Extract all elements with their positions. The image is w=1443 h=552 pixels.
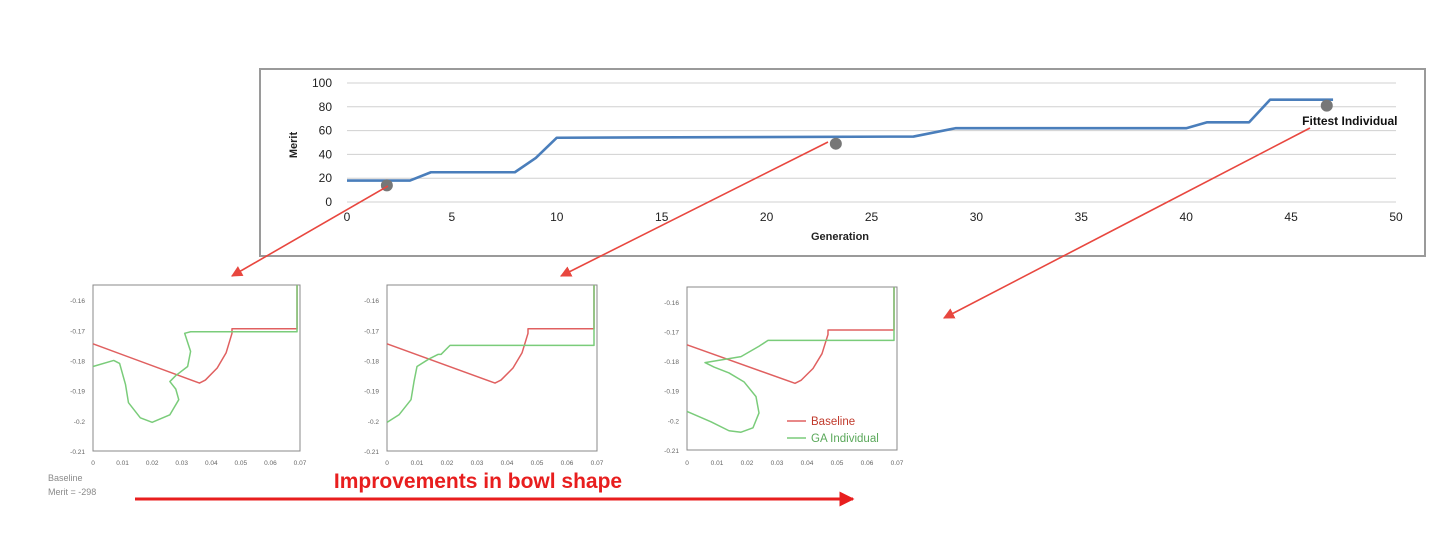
panel-x-tick-label: 0.03 (771, 460, 784, 467)
panel-x-tick-label: 0.07 (891, 460, 904, 467)
baseline-caption-line1: Baseline (48, 473, 83, 483)
fittest-individual-label: Fittest Individual (1302, 114, 1397, 128)
legend-ga-label: GA Individual (811, 433, 879, 445)
merit-x-ticks: 0 5 10 15 20 25 30 35 40 45 50 (344, 210, 1403, 224)
panel-y-tick-label: -0.18 (364, 358, 379, 365)
bowl-panel-3: -0.16 -0.17 -0.18 -0.19 -0.2 -0.21 0 0.01 0.02 0.… (664, 286, 904, 467)
merit-y-tick-label: 40 (319, 147, 333, 161)
panel-y-tick-label: -0.16 (664, 300, 679, 307)
improvements-caption: Improvements in bowl shape (334, 470, 622, 493)
panel-x-tick-label: 0.01 (711, 460, 724, 467)
panel-y-tick-label: -0.21 (70, 449, 85, 456)
arrow-to-panel-2 (559, 141, 829, 277)
panel-frame (386, 284, 598, 452)
panel-y-tick-label: -0.2 (668, 418, 680, 425)
merit-x-tick-label: 45 (1284, 210, 1298, 224)
panel-y-tick-label: -0.21 (664, 448, 679, 455)
ga-individual-curve (386, 285, 595, 423)
generation-marker (1320, 99, 1333, 112)
baseline-curve (386, 285, 595, 384)
merit-x-tick-label: 0 (344, 210, 351, 224)
panel-x-tick-label: 0.07 (294, 460, 307, 467)
panel-x-tick-label: 0.05 (831, 460, 844, 467)
merit-x-tick-label: 25 (865, 210, 879, 224)
panel-x-tick-label: 0 (385, 460, 389, 467)
panel-y-tick-label: -0.16 (364, 298, 379, 305)
panel-y-tick-label: -0.18 (664, 359, 679, 366)
panel-x-tick-label: 0 (685, 460, 689, 467)
legend-baseline-label: Baseline (811, 416, 855, 428)
merit-y-tick-label: 20 (319, 171, 333, 185)
panel-y-tick-label: -0.18 (70, 358, 85, 365)
merit-x-tick-label: 50 (1389, 210, 1403, 224)
merit-y-tick-label: 80 (319, 100, 333, 114)
panel-x-tick-label: 0.06 (861, 460, 874, 467)
panel-x-tick-label: 0.03 (471, 460, 484, 467)
panel-y-tick-label: -0.2 (74, 419, 86, 426)
merit-chart-frame (259, 68, 1426, 257)
merit-x-tick-label: 30 (970, 210, 984, 224)
panel-x-tick-label: 0.06 (264, 460, 277, 467)
panel-x-tick-label: 0.04 (205, 460, 218, 467)
panel-x-tick-label: 0.02 (741, 460, 754, 467)
panel-x-tick-label: 0.01 (411, 460, 424, 467)
panel-y-tick-label: -0.16 (70, 298, 85, 305)
ga-individual-curve (686, 287, 895, 433)
ga-individual-curve (92, 285, 298, 424)
arrow-to-panel-3 (943, 127, 1311, 319)
bowl-panel-1: -0.16 -0.17 -0.18 -0.19 -0.2 -0.21 0 0.01 0.02 0.… (70, 284, 307, 467)
panel-x-tick-label: 0 (91, 460, 95, 467)
merit-x-tick-label: 5 (449, 210, 456, 224)
merit-series-line (347, 98, 1334, 182)
merit-x-axis-label: Generation (811, 231, 869, 243)
panel-y-tick-label: -0.17 (364, 328, 379, 335)
generation-marker (829, 137, 842, 150)
merit-x-tick-label: 20 (760, 210, 774, 224)
panel-y-tick-label: -0.19 (70, 389, 85, 396)
connector-arrows (231, 127, 1311, 319)
merit-y-tick-label: 100 (312, 76, 332, 90)
panel-frame (686, 286, 898, 451)
baseline-caption-line2: Merit = -298 (48, 487, 96, 497)
panel-x-tick-label: 0.02 (146, 460, 159, 467)
baseline-curve (92, 285, 298, 384)
panel-3-legend: Baseline GA Individual (787, 416, 879, 445)
panel-x-tick-label: 0.02 (441, 460, 454, 467)
panel-y-tick-label: -0.17 (70, 328, 85, 335)
merit-y-tick-label: 0 (325, 195, 332, 209)
merit-series (347, 98, 1334, 182)
arrow-to-panel-1 (231, 185, 389, 277)
merit-y-tick-label: 60 (319, 124, 333, 138)
panel-y-tick-label: -0.2 (368, 419, 380, 426)
panel-x-tick-label: 0.03 (175, 460, 188, 467)
panel-x-tick-label: 0.05 (235, 460, 248, 467)
panel-x-tick-label: 0.01 (116, 460, 129, 467)
panel-y-tick-label: -0.19 (664, 389, 679, 396)
panel-x-tick-label: 0.04 (801, 460, 814, 467)
merit-y-ticks: 0 20 40 60 80 100 (312, 76, 332, 209)
merit-y-axis-label: Merit (288, 132, 300, 159)
merit-x-tick-label: 15 (655, 210, 669, 224)
merit-x-tick-label: 35 (1075, 210, 1089, 224)
merit-chart: 0 20 40 60 80 100 0 5 10 15 20 25 30 35 40 45 50 Fittes… (259, 68, 1426, 257)
merit-gridlines (347, 82, 1396, 203)
panel-frame (92, 284, 301, 452)
baseline-curve (686, 287, 895, 385)
panel-y-tick-label: -0.19 (364, 389, 379, 396)
panel-x-tick-label: 0.05 (531, 460, 544, 467)
merit-x-tick-label: 10 (550, 210, 564, 224)
panel-y-tick-label: -0.17 (664, 329, 679, 336)
bowl-panel-2: -0.16 -0.17 -0.18 -0.19 -0.2 -0.21 0 0.01 0.02 0.… (364, 284, 604, 467)
panel-x-tick-label: 0.06 (561, 460, 574, 467)
panel-x-tick-label: 0.04 (501, 460, 514, 467)
panel-x-tick-label: 0.07 (591, 460, 604, 467)
merit-x-tick-label: 40 (1180, 210, 1194, 224)
panel-y-tick-label: -0.21 (364, 449, 379, 456)
